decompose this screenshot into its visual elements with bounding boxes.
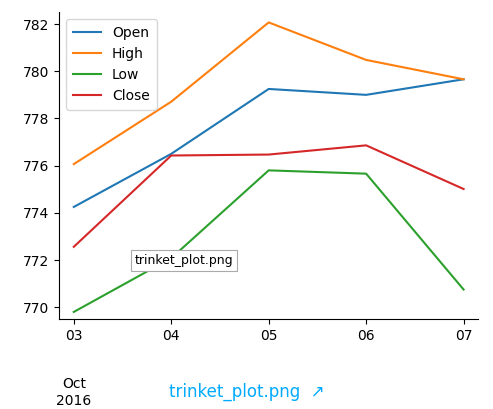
Close	[266, 152, 272, 157]
High	[71, 162, 77, 166]
High	[363, 58, 369, 63]
Open	[71, 204, 77, 209]
Legend: Open, High, Low, Close: Open, High, Low, Close	[66, 19, 157, 110]
Close	[460, 187, 466, 191]
Low	[71, 310, 77, 315]
Open	[168, 151, 174, 156]
Close	[363, 143, 369, 148]
Text: trinket_plot.png  ↗: trinket_plot.png ↗	[169, 382, 324, 401]
Text: Oct
2016: Oct 2016	[56, 378, 91, 407]
Open	[363, 92, 369, 97]
Text: trinket_plot.png: trinket_plot.png	[135, 254, 233, 267]
High	[168, 99, 174, 104]
Line: Low: Low	[74, 171, 463, 312]
Line: Close: Close	[74, 145, 463, 247]
Open	[460, 77, 466, 82]
Line: Open: Open	[74, 79, 463, 207]
Open	[266, 87, 272, 92]
Low	[460, 287, 466, 292]
Close	[168, 153, 174, 158]
Low	[363, 171, 369, 176]
Line: High: High	[74, 22, 463, 164]
High	[460, 77, 466, 82]
Close	[71, 244, 77, 249]
High	[266, 20, 272, 25]
Low	[266, 168, 272, 173]
Low	[168, 256, 174, 261]
